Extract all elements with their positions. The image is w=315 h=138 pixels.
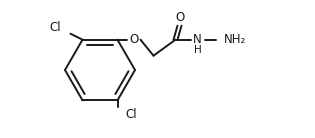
Text: N: N — [193, 33, 202, 46]
Text: O: O — [129, 33, 138, 46]
Text: O: O — [175, 11, 184, 24]
Text: NH₂: NH₂ — [224, 33, 246, 46]
Text: Cl: Cl — [125, 108, 137, 121]
Text: Cl: Cl — [49, 21, 60, 34]
Text: H: H — [194, 45, 201, 55]
